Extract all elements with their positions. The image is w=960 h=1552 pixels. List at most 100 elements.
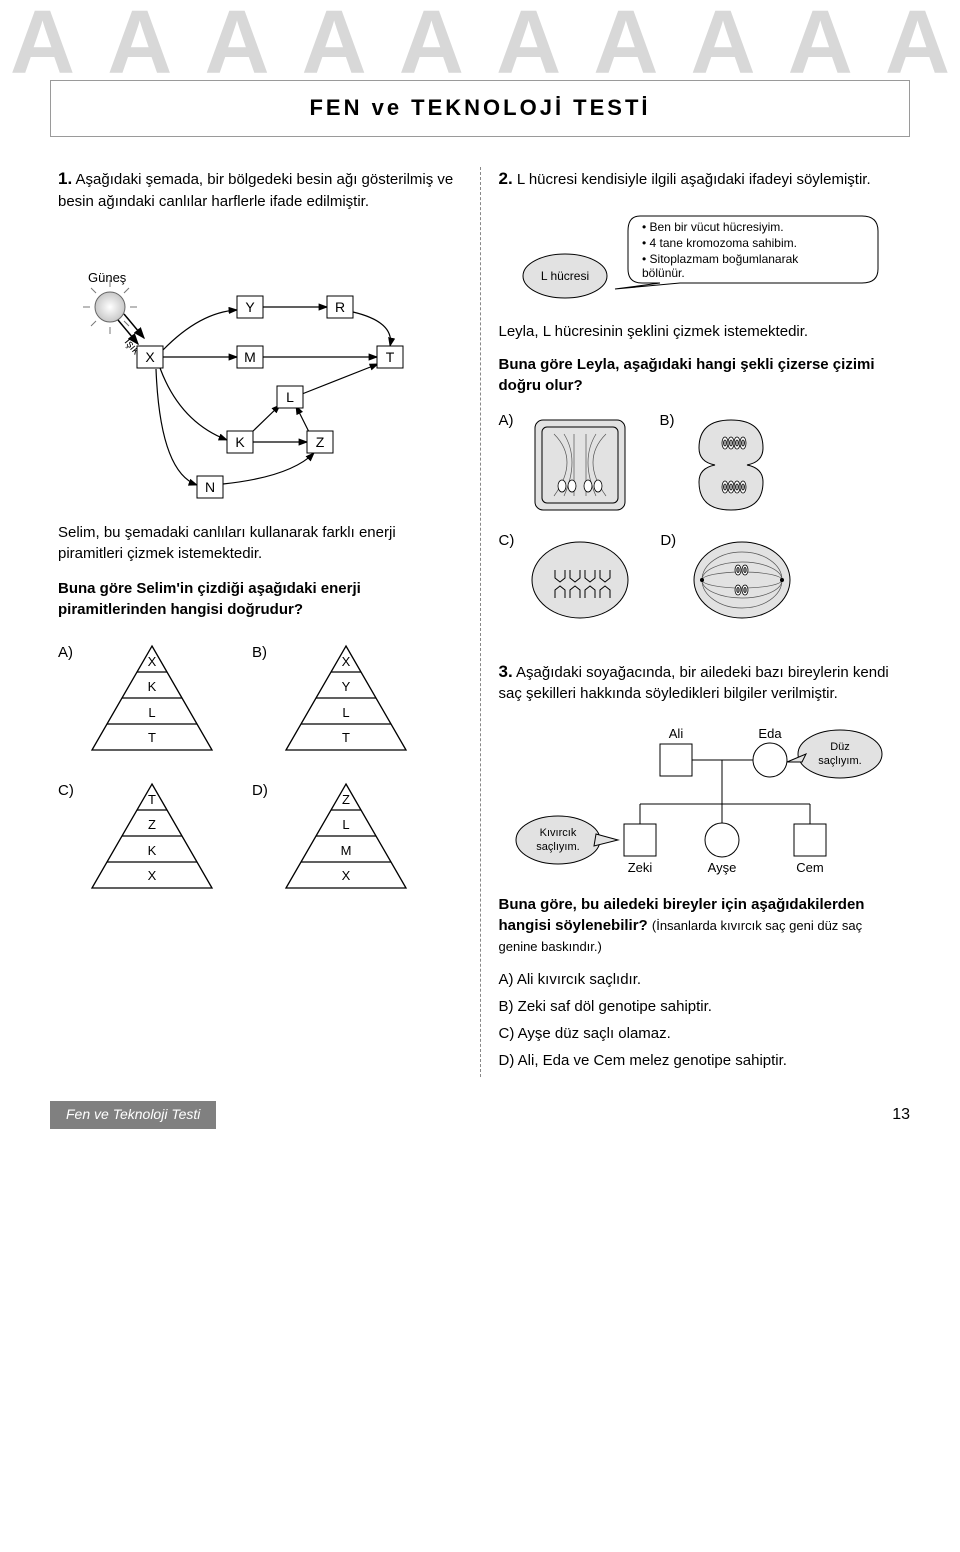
option-label: B) bbox=[252, 638, 272, 663]
sun-label: Güneş bbox=[88, 270, 127, 285]
q3-bold-wrap: Buna göre, bu ailedeki bireyler için aşa… bbox=[499, 894, 903, 957]
q1-option-b: B) X Y L T bbox=[252, 638, 416, 758]
watermark-row: A A A A A A A A A A bbox=[0, 0, 960, 70]
svg-text:Z: Z bbox=[148, 817, 156, 832]
q1-text: Aşağıdaki şemada, bir bölgedeki besin ağ… bbox=[58, 171, 453, 210]
svg-text:• Ben bir vücut hücresiyim.: • Ben bir vücut hücresiyim. bbox=[642, 220, 784, 234]
svg-text:L: L bbox=[148, 705, 155, 720]
svg-text:K: K bbox=[148, 679, 157, 694]
svg-text:Düz: Düz bbox=[830, 741, 850, 753]
q2-option-c: C) bbox=[499, 530, 641, 630]
q3-option-c: C) Ayşe düz saçlı olamaz. bbox=[499, 1023, 903, 1044]
svg-text:Y: Y bbox=[342, 679, 351, 694]
svg-text:saçlıyım.: saçlıyım. bbox=[537, 841, 580, 853]
svg-text:Z: Z bbox=[315, 434, 324, 450]
q3-options: A) Ali kıvırcık saçlıdır. B) Zeki saf dö… bbox=[499, 969, 903, 1071]
svg-text:L: L bbox=[342, 817, 349, 832]
option-label: B) bbox=[660, 410, 675, 520]
q1-mid-text: Selim, bu şemadaki canlıları kullanarak … bbox=[58, 522, 462, 564]
q3-number: 3. bbox=[499, 662, 513, 681]
option-label: A) bbox=[499, 410, 514, 520]
speech-bubble-diagram: L hücresi • Ben bir vücut hücresiyim. • … bbox=[510, 201, 890, 311]
q3-text: Aşağıdaki soyağacında, bir ailedeki bazı… bbox=[499, 664, 889, 703]
svg-text:X: X bbox=[145, 349, 155, 365]
option-label: D) bbox=[252, 776, 272, 801]
watermark-letter: A bbox=[885, 0, 950, 70]
q2-mid-text: Leyla, L hücresinin şeklini çizmek istem… bbox=[499, 321, 903, 342]
food-web-diagram: Güneş Işık bbox=[80, 222, 440, 512]
q2-row1: A) bbox=[499, 410, 903, 520]
q1-option-a: A) X K L T bbox=[58, 638, 222, 758]
cell-c-icon bbox=[520, 530, 640, 630]
footer: Fen ve Teknoloji Testi 13 bbox=[50, 1101, 910, 1129]
svg-text:T: T bbox=[148, 792, 156, 807]
right-column: 2. L hücresi kendisiyle ilgili aşağıdaki… bbox=[481, 167, 911, 1078]
q2-number: 2. bbox=[499, 169, 513, 188]
svg-text:K: K bbox=[235, 434, 245, 450]
svg-text:K: K bbox=[148, 843, 157, 858]
svg-text:X: X bbox=[148, 868, 157, 883]
svg-text:Kıvırcık: Kıvırcık bbox=[540, 827, 577, 839]
svg-text:M: M bbox=[244, 349, 256, 365]
watermark-letter: A bbox=[204, 0, 269, 70]
svg-text:R: R bbox=[335, 299, 345, 315]
page-title: FEN ve TEKNOLOJİ TESTİ bbox=[50, 80, 910, 137]
q1-option-d: D) Z L M X bbox=[252, 776, 416, 896]
svg-text:saçlıyım.: saçlıyım. bbox=[819, 755, 862, 767]
watermark-letter: A bbox=[107, 0, 172, 70]
q2-text: L hücresi kendisiyle ilgili aşağıdaki if… bbox=[517, 171, 871, 188]
svg-text:T: T bbox=[385, 349, 394, 365]
svg-text:• 4 tane kromozoma sahibim.: • 4 tane kromozoma sahibim. bbox=[642, 236, 797, 250]
svg-text:X: X bbox=[148, 654, 157, 669]
svg-text:Eda: Eda bbox=[759, 726, 783, 741]
svg-text:Y: Y bbox=[245, 299, 255, 315]
pyramid-a-icon: X K L T bbox=[82, 638, 222, 758]
q2-row2: C) bbox=[499, 530, 903, 630]
q2-option-a: A) bbox=[499, 410, 640, 520]
pyramid-c-icon: T Z K X bbox=[82, 776, 222, 896]
watermark-letter: A bbox=[399, 0, 464, 70]
cell-d-icon bbox=[682, 530, 802, 630]
footer-page-number: 13 bbox=[892, 1104, 910, 1126]
svg-text:bölünür.: bölünür. bbox=[642, 266, 685, 280]
option-label: A) bbox=[58, 638, 78, 663]
q1-bold-text: Buna göre Selim'in çizdiği aşağıdaki ene… bbox=[58, 578, 462, 620]
pyramid-b-icon: X Y L T bbox=[276, 638, 416, 758]
q2-intro: 2. L hücresi kendisiyle ilgili aşağıdaki… bbox=[499, 167, 903, 191]
q1-option-c: C) T Z K X bbox=[58, 776, 222, 896]
svg-text:Z: Z bbox=[342, 792, 350, 807]
q2-option-d: D) bbox=[660, 530, 802, 630]
watermark-letter: A bbox=[691, 0, 756, 70]
watermark-letter: A bbox=[10, 0, 75, 70]
watermark-letter: A bbox=[496, 0, 561, 70]
svg-text:T: T bbox=[342, 730, 350, 745]
q3-option-a: A) Ali kıvırcık saçlıdır. bbox=[499, 969, 903, 990]
option-label: C) bbox=[58, 776, 78, 801]
left-column: 1. Aşağıdaki şemada, bir bölgedeki besin… bbox=[50, 167, 481, 1078]
option-label: D) bbox=[660, 530, 676, 630]
q3-intro: 3. Aşağıdaki soyağacında, bir ailedeki b… bbox=[499, 660, 903, 705]
q2-bold-text: Buna göre Leyla, aşağıdaki hangi şekli ç… bbox=[499, 354, 903, 396]
svg-text:Cem: Cem bbox=[797, 860, 824, 875]
q1-options-row1: A) X K L T bbox=[58, 638, 462, 758]
option-label: C) bbox=[499, 530, 515, 630]
svg-text:• Sitoplazmam boğumlanarak: • Sitoplazmam boğumlanarak bbox=[642, 252, 799, 266]
footer-label: Fen ve Teknoloji Testi bbox=[50, 1101, 216, 1129]
svg-text:X: X bbox=[342, 868, 351, 883]
pyramid-d-icon: Z L M X bbox=[276, 776, 416, 896]
svg-text:T: T bbox=[148, 730, 156, 745]
svg-text:Zeki: Zeki bbox=[628, 860, 653, 875]
svg-text:L: L bbox=[286, 389, 294, 405]
svg-text:Ayşe: Ayşe bbox=[708, 860, 737, 875]
cell-b-icon bbox=[681, 410, 781, 520]
svg-text:L: L bbox=[342, 705, 349, 720]
q2-option-b: B) bbox=[660, 410, 781, 520]
svg-text:X: X bbox=[342, 654, 351, 669]
svg-text:Ali: Ali bbox=[669, 726, 684, 741]
q1-number: 1. bbox=[58, 169, 72, 188]
watermark-letter: A bbox=[302, 0, 367, 70]
q1-intro: 1. Aşağıdaki şemada, bir bölgedeki besin… bbox=[58, 167, 462, 212]
watermark-letter: A bbox=[593, 0, 658, 70]
q3-option-b: B) Zeki saf döl genotipe sahiptir. bbox=[499, 996, 903, 1017]
svg-text:L hücresi: L hücresi bbox=[541, 269, 589, 283]
